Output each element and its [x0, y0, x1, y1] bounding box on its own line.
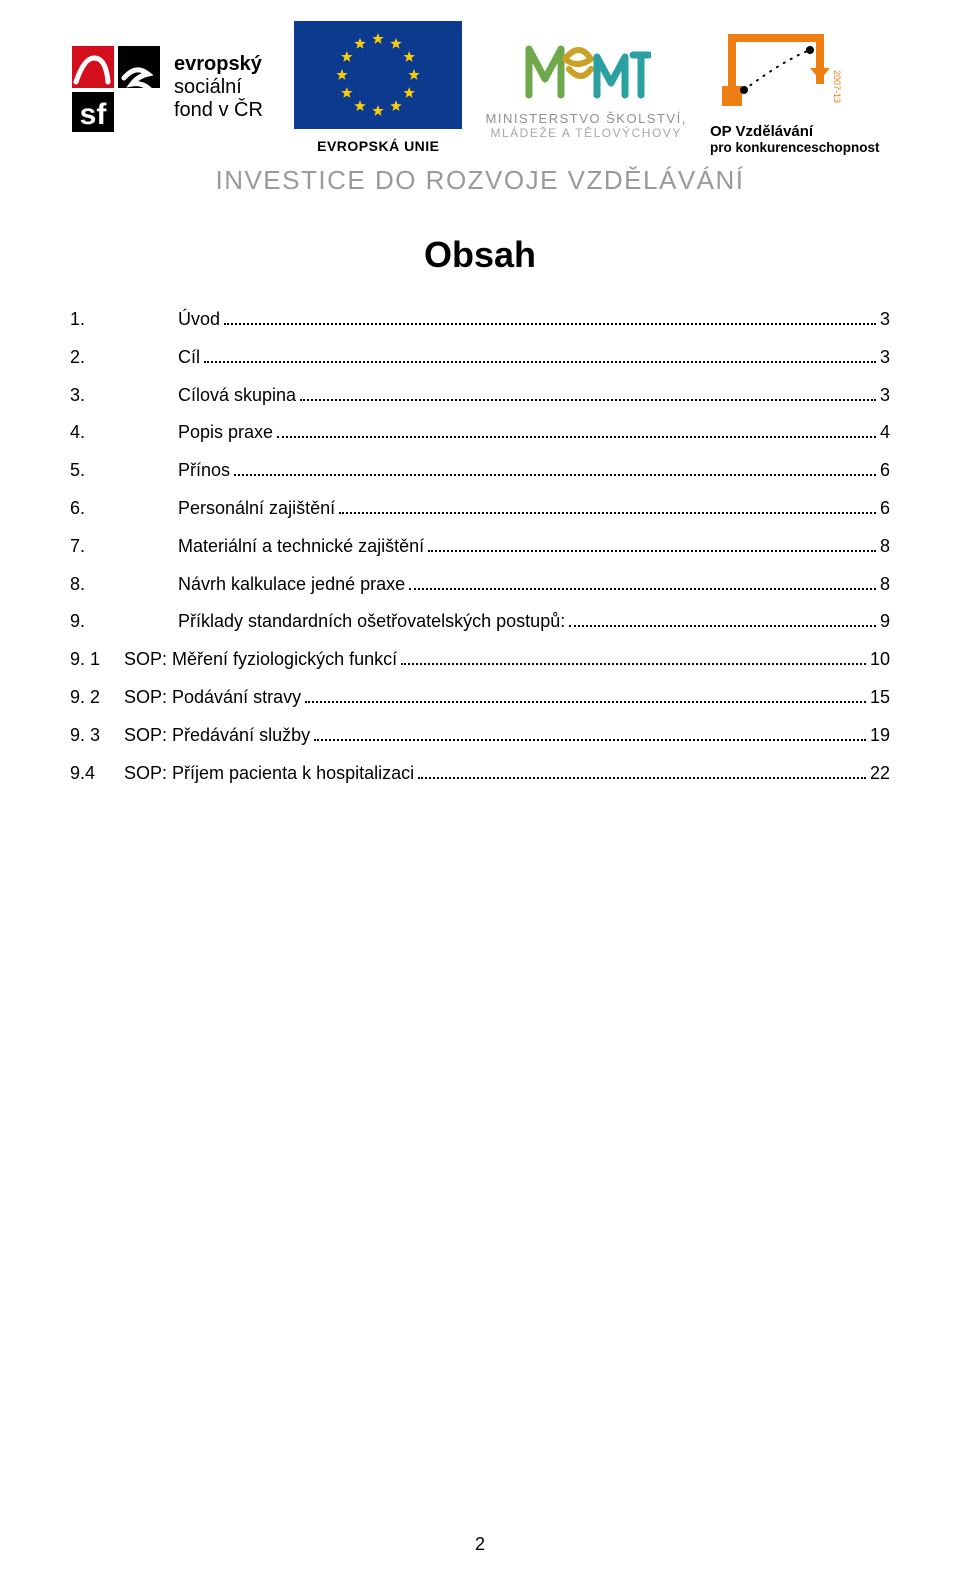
opvk-mark-icon: 2007-13 — [710, 20, 860, 114]
toc-dot-leader — [401, 653, 866, 665]
toc-entry[interactable]: 3.Cílová skupina 3 — [70, 386, 890, 406]
toc-label: SOP: Měření fyziologických funkcí — [124, 650, 397, 670]
eu-flag-logo: EVROPSKÁ UNIE — [294, 21, 462, 154]
toc-dot-leader — [224, 313, 876, 325]
toc-page: 22 — [870, 764, 890, 784]
toc-label: SOP: Předávání služby — [124, 726, 310, 746]
opvk-logo: 2007-13 OP Vzdělávání pro konkurencescho… — [710, 20, 890, 155]
toc-dot-leader — [204, 351, 876, 363]
toc-dot-leader — [409, 578, 876, 590]
toc-number: 9. 1 — [70, 650, 124, 670]
toc-label: Cíl — [124, 348, 200, 368]
opvk-text-line1: OP Vzdělávání — [710, 123, 890, 140]
page: sf evropský sociální fond v ČR EVROPSKÁ … — [0, 0, 960, 1587]
opvk-text-line2: pro konkurenceschopnost — [710, 140, 890, 155]
toc-number: 1. — [70, 310, 124, 330]
msmt-text-line2: MLÁDEŽE A TĚLOVÝCHOVY — [479, 126, 694, 140]
toc-label: Příklady standardních ošetřovatelských p… — [124, 612, 565, 632]
toc-entry[interactable]: 9. 2SOP: Podávání stravy 15 — [70, 688, 890, 708]
toc-page: 6 — [880, 499, 890, 519]
eu-flag-icon — [294, 21, 462, 129]
toc-dot-leader — [339, 502, 876, 514]
toc-number: 7. — [70, 537, 124, 557]
page-number: 2 — [0, 1534, 960, 1555]
toc-page: 3 — [880, 386, 890, 406]
toc-dot-leader — [305, 691, 866, 703]
toc-label: SOP: Příjem pacienta k hospitalizaci — [124, 764, 414, 784]
toc-page: 8 — [880, 575, 890, 595]
toc-entry[interactable]: 1.Úvod 3 — [70, 310, 890, 330]
opvk-year: 2007-13 — [832, 70, 842, 103]
toc-label: SOP: Podávání stravy — [124, 688, 301, 708]
toc-page: 3 — [880, 348, 890, 368]
toc-page: 19 — [870, 726, 890, 746]
toc-dot-leader — [234, 464, 876, 476]
toc-entry[interactable]: 6.Personální zajištění 6 — [70, 499, 890, 519]
toc-dot-leader — [428, 540, 876, 552]
toc-number: 9. 3 — [70, 726, 124, 746]
toc-number: 8. — [70, 575, 124, 595]
toc-entry[interactable]: 9. 3SOP: Předávání služby 19 — [70, 726, 890, 746]
toc-entry[interactable]: 5.Přínos 6 — [70, 461, 890, 481]
table-of-contents: 1.Úvod 32.Cíl 33.Cílová skupina 34.Popis… — [70, 310, 890, 783]
toc-entry[interactable]: 2.Cíl 3 — [70, 348, 890, 368]
toc-page: 9 — [880, 612, 890, 632]
toc-page: 6 — [880, 461, 890, 481]
toc-number: 6. — [70, 499, 124, 519]
toc-dot-leader — [418, 767, 866, 779]
toc-entry[interactable]: 9. 1SOP: Měření fyziologických funkcí 10 — [70, 650, 890, 670]
toc-number: 4. — [70, 423, 124, 443]
tagline: INVESTICE DO ROZVOJE VZDĚLÁVÁNÍ — [70, 165, 890, 196]
toc-label: Úvod — [124, 310, 220, 330]
msmt-mark-icon — [521, 35, 651, 107]
toc-entry[interactable]: 9.Příklady standardních ošetřovatelských… — [70, 612, 890, 632]
toc-label: Materiální a technické zajištění — [124, 537, 424, 557]
toc-label: Popis praxe — [124, 423, 273, 443]
toc-page: 4 — [880, 423, 890, 443]
toc-entry[interactable]: 8.Návrh kalkulace jedné praxe 8 — [70, 575, 890, 595]
eu-flag-label: EVROPSKÁ UNIE — [294, 138, 462, 154]
toc-label: Přínos — [124, 461, 230, 481]
toc-entry[interactable]: 4.Popis praxe 4 — [70, 423, 890, 443]
esf-text-line1: evropský — [174, 53, 263, 76]
toc-number: 9. — [70, 612, 124, 632]
toc-dot-leader — [314, 729, 866, 741]
svg-text:sf: sf — [80, 98, 108, 131]
toc-dot-leader — [277, 427, 876, 439]
toc-dot-leader — [300, 389, 876, 401]
toc-number: 9. 2 — [70, 688, 124, 708]
toc-number: 3. — [70, 386, 124, 406]
toc-entry[interactable]: 9.4SOP: Příjem pacienta k hospitalizaci … — [70, 764, 890, 784]
msmt-text-line1: MINISTERSTVO ŠKOLSTVÍ, — [479, 111, 694, 126]
esf-logo: sf evropský sociální fond v ČR — [70, 44, 278, 132]
toc-page: 15 — [870, 688, 890, 708]
toc-label: Personální zajištění — [124, 499, 335, 519]
toc-page: 8 — [880, 537, 890, 557]
logo-strip: sf evropský sociální fond v ČR EVROPSKÁ … — [70, 20, 890, 155]
page-title: Obsah — [70, 234, 890, 276]
esf-text-line2: sociální — [174, 76, 263, 99]
msmt-logo: MINISTERSTVO ŠKOLSTVÍ, MLÁDEŽE A TĚLOVÝC… — [479, 35, 694, 140]
toc-number: 2. — [70, 348, 124, 368]
toc-page: 3 — [880, 310, 890, 330]
toc-dot-leader — [569, 615, 876, 627]
toc-number: 9.4 — [70, 764, 124, 784]
toc-entry[interactable]: 7.Materiální a technické zajištění 8 — [70, 537, 890, 557]
toc-number: 5. — [70, 461, 124, 481]
esf-mark-icon: sf — [70, 44, 166, 132]
toc-label: Cílová skupina — [124, 386, 296, 406]
toc-page: 10 — [870, 650, 890, 670]
esf-text-line3: fond v ČR — [174, 99, 263, 122]
toc-label: Návrh kalkulace jedné praxe — [124, 575, 405, 595]
